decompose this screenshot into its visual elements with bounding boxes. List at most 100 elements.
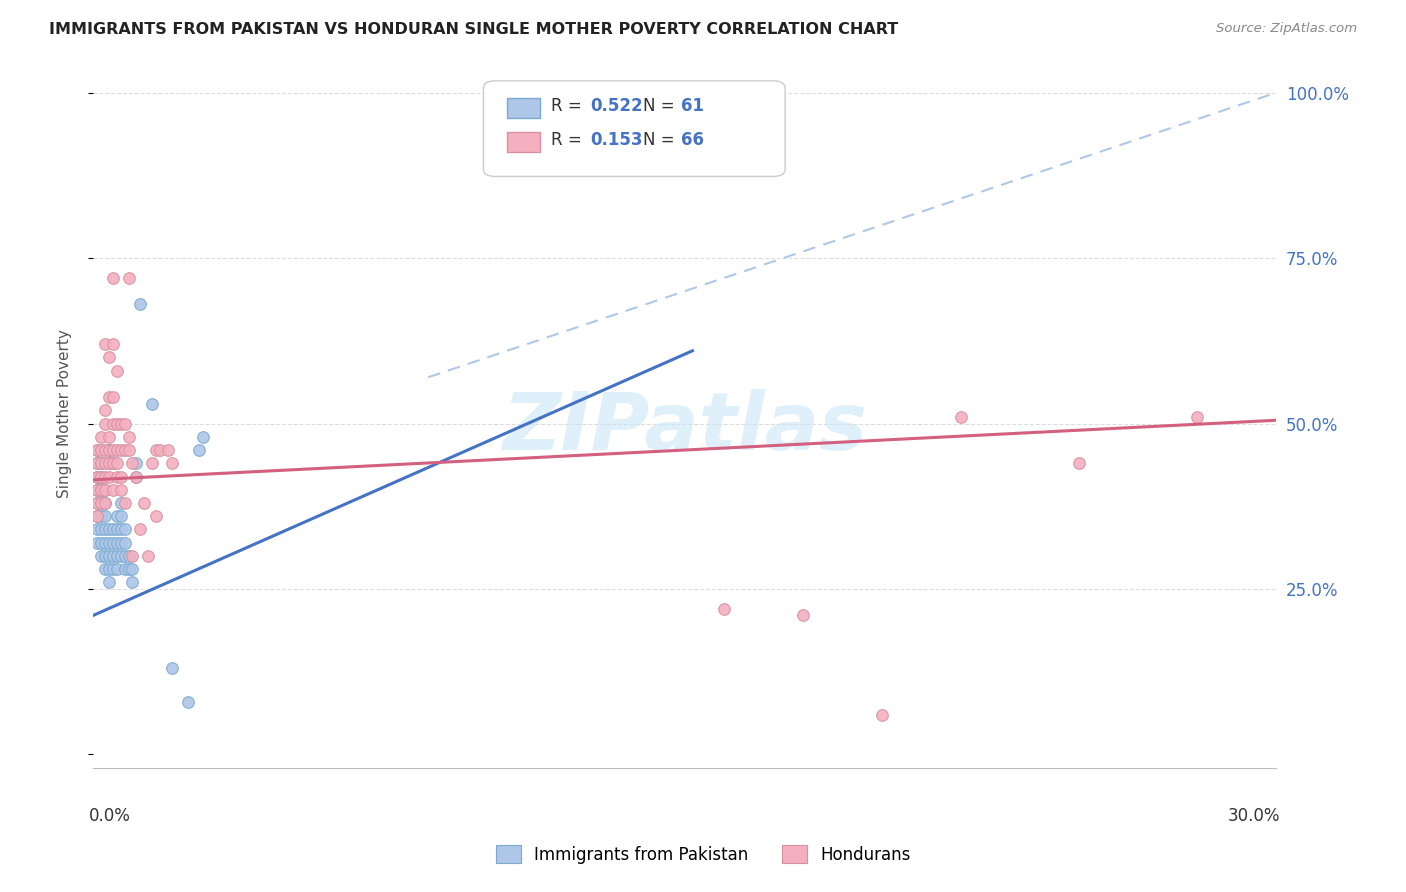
Point: [136, 549, 159, 563]
Point: [86, 523, 108, 537]
Point: [105, 509, 128, 524]
FancyBboxPatch shape: [508, 98, 540, 118]
Point: [94, 417, 117, 431]
Point: [90, 430, 112, 444]
Point: [114, 523, 136, 537]
Point: [129, 523, 152, 537]
Point: [86, 483, 108, 497]
Point: [1067, 456, 1090, 470]
Point: [125, 456, 148, 470]
Point: [94, 535, 117, 549]
Point: [97, 562, 120, 576]
Point: [94, 496, 117, 510]
Point: [156, 443, 179, 458]
Point: [86, 456, 108, 470]
Text: N =: N =: [643, 97, 681, 115]
Point: [145, 509, 167, 524]
Point: [86, 496, 108, 510]
Text: N =: N =: [643, 131, 681, 149]
Point: [94, 562, 117, 576]
Point: [105, 443, 128, 458]
Point: [134, 496, 156, 510]
Point: [86, 509, 108, 524]
Point: [101, 562, 124, 576]
Point: [121, 456, 143, 470]
Point: [90, 496, 112, 510]
Point: [97, 535, 120, 549]
Point: [110, 443, 132, 458]
Point: [176, 694, 198, 708]
Point: [90, 443, 112, 458]
Point: [105, 523, 128, 537]
Point: [86, 469, 108, 483]
Point: [86, 483, 108, 497]
Point: [114, 535, 136, 549]
Point: [90, 469, 112, 483]
Point: [97, 430, 120, 444]
Point: [97, 575, 120, 590]
Text: 66: 66: [681, 131, 704, 149]
Point: [117, 562, 139, 576]
Point: [110, 535, 132, 549]
Point: [86, 469, 108, 483]
FancyBboxPatch shape: [484, 81, 785, 177]
Point: [94, 337, 117, 351]
Point: [94, 469, 117, 483]
Text: Source: ZipAtlas.com: Source: ZipAtlas.com: [1216, 22, 1357, 36]
Point: [117, 443, 139, 458]
Point: [101, 390, 124, 404]
Text: 0.522: 0.522: [591, 97, 643, 115]
Text: 0.153: 0.153: [591, 131, 643, 149]
Point: [110, 549, 132, 563]
Point: [94, 549, 117, 563]
Point: [141, 397, 163, 411]
Point: [141, 456, 163, 470]
Y-axis label: Single Mother Poverty: Single Mother Poverty: [58, 329, 72, 498]
Point: [125, 469, 148, 483]
Point: [1187, 409, 1209, 424]
Point: [97, 443, 120, 458]
Point: [86, 443, 108, 458]
Point: [94, 456, 117, 470]
Text: 61: 61: [681, 97, 704, 115]
Point: [94, 509, 117, 524]
Point: [90, 456, 112, 470]
Point: [86, 535, 108, 549]
Point: [110, 509, 132, 524]
Point: [149, 443, 172, 458]
Point: [129, 297, 152, 311]
Point: [90, 496, 112, 510]
Point: [114, 549, 136, 563]
Point: [101, 483, 124, 497]
Point: [110, 496, 132, 510]
Point: [97, 443, 120, 458]
Point: [94, 443, 117, 458]
Legend: Immigrants from Pakistan, Hondurans: Immigrants from Pakistan, Hondurans: [489, 838, 917, 871]
Point: [101, 549, 124, 563]
Text: 30.0%: 30.0%: [1227, 806, 1279, 824]
Point: [94, 483, 117, 497]
Point: [145, 443, 167, 458]
Point: [90, 483, 112, 497]
Point: [114, 496, 136, 510]
Point: [101, 417, 124, 431]
Point: [117, 549, 139, 563]
Point: [94, 523, 117, 537]
Point: [94, 403, 117, 417]
Point: [101, 456, 124, 470]
Point: [949, 409, 972, 424]
Text: R =: R =: [551, 131, 586, 149]
Point: [105, 456, 128, 470]
Point: [870, 707, 893, 722]
Point: [193, 430, 215, 444]
Point: [97, 523, 120, 537]
Point: [114, 443, 136, 458]
Point: [110, 469, 132, 483]
Point: [114, 417, 136, 431]
Point: [86, 456, 108, 470]
Point: [105, 549, 128, 563]
Point: [110, 523, 132, 537]
Point: [188, 443, 211, 458]
Point: [101, 456, 124, 470]
Point: [94, 496, 117, 510]
